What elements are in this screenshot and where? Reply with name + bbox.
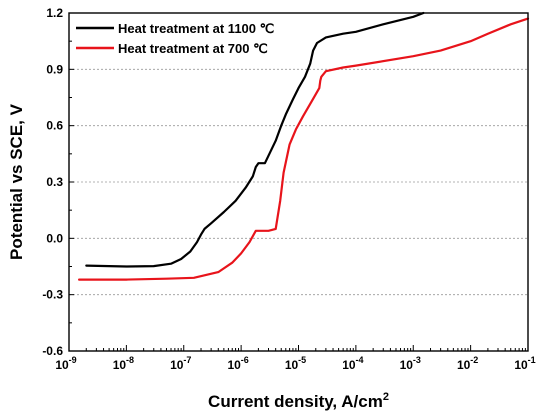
axis-ticks: -0.6 -0.3 0.0 0.3 0.6 0.9 1.2 10-9 10-8 10-7 10-6 1… — [42, 6, 535, 372]
y-axis-title: Potential vs SCE, V — [7, 103, 26, 260]
y-tick-label: 0.0 — [46, 231, 63, 245]
legend: Heat treatment at 1100 ℃ Heat treatment a… — [76, 21, 274, 56]
y-tick-label: -0.6 — [42, 344, 63, 358]
y-tick-label: 1.2 — [46, 6, 63, 20]
x-tick-label: 10-2 — [457, 355, 478, 372]
x-tick-label: 10-5 — [285, 355, 306, 372]
x-tick-label: 10-8 — [113, 355, 134, 372]
legend-label: Heat treatment at 700 ℃ — [118, 41, 268, 56]
series-line-2 — [78, 17, 530, 281]
x-tick-label: 10-3 — [400, 355, 421, 372]
y-tick-label: 0.6 — [46, 119, 63, 133]
y-tick-label: -0.3 — [42, 288, 63, 302]
series-line-1 — [85, 11, 425, 268]
x-tick-label: 10-6 — [227, 355, 248, 372]
x-tick-label: 10-4 — [342, 355, 363, 372]
x-tick-label: 10-9 — [55, 355, 76, 372]
series-lines — [78, 11, 530, 281]
x-tick-label: 10-7 — [170, 355, 191, 372]
x-tick-label: 10-1 — [514, 355, 535, 372]
x-axis-title: Current density, A/cm2 — [208, 391, 389, 411]
legend-label: Heat treatment at 1100 ℃ — [118, 21, 274, 36]
y-tick-label: 0.3 — [46, 175, 63, 189]
grid-lines — [69, 68, 528, 296]
y-tick-label: 0.9 — [46, 62, 63, 76]
